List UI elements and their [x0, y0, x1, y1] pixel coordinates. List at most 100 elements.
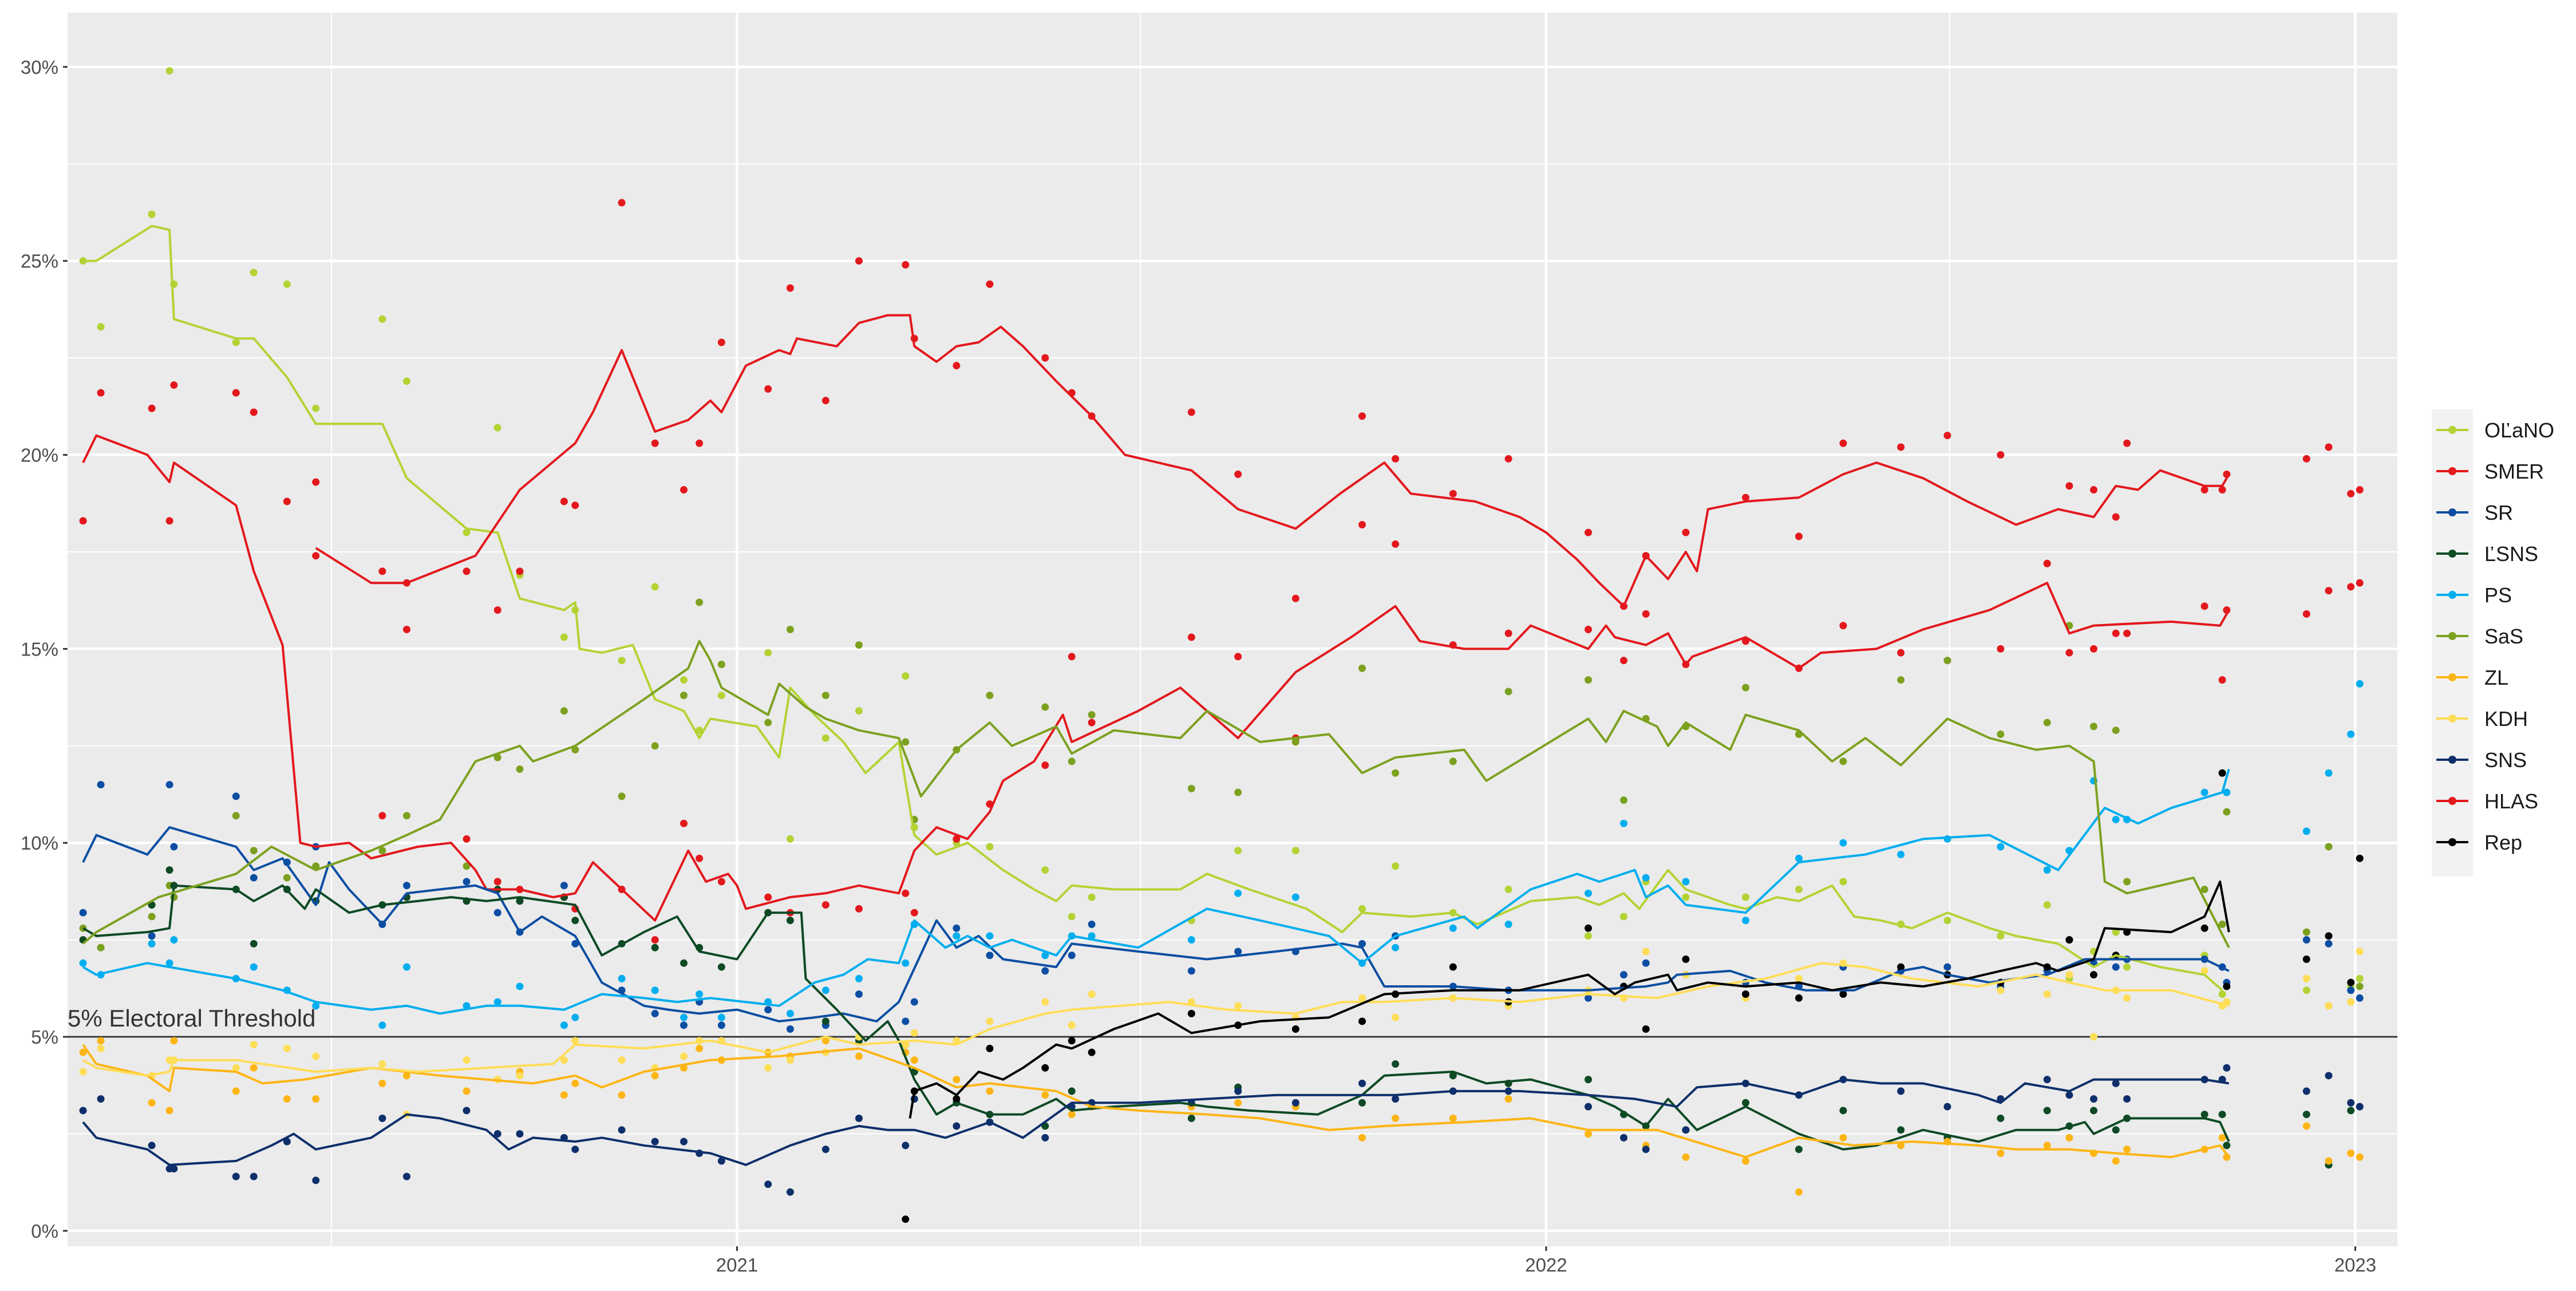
poll-point: [1041, 703, 1049, 711]
poll-point: [902, 889, 910, 897]
poll-point: [1392, 1114, 1400, 1122]
poll-point: [764, 649, 772, 657]
poll-point: [2223, 788, 2231, 796]
plot-background: [68, 13, 2397, 1246]
poll-point: [2325, 843, 2333, 851]
poll-point: [1234, 1087, 1242, 1095]
poll-point: [821, 1146, 829, 1154]
axes: 0% 5% 10% 15% 20% 25% 30% 2021 2022 2023: [21, 57, 2376, 1276]
poll-point: [1068, 1021, 1076, 1029]
poll-point: [2112, 928, 2120, 936]
poll-point: [2112, 727, 2120, 735]
poll-point: [1897, 1087, 1905, 1095]
poll-point: [786, 1009, 794, 1017]
poll-point: [493, 424, 501, 432]
poll-point: [2043, 866, 2051, 874]
poll-point: [2200, 924, 2208, 932]
poll-point: [1358, 1017, 1366, 1025]
poll-point: [2302, 1122, 2310, 1130]
poll-point: [1449, 757, 1457, 765]
poll-point: [902, 959, 910, 967]
poll-point: [680, 1013, 688, 1021]
poll-point: [618, 199, 626, 207]
poll-point: [953, 932, 961, 940]
poll-point: [1504, 886, 1512, 894]
poll-point: [1088, 711, 1096, 719]
poll-point: [250, 1064, 258, 1072]
poll-point: [986, 1087, 994, 1095]
poll-point: [1585, 1076, 1593, 1084]
poll-point: [1088, 1048, 1096, 1056]
legend-key-point: [2448, 756, 2456, 764]
poll-point: [2200, 602, 2208, 610]
poll-point: [855, 1114, 863, 1122]
legend-key-point: [2448, 550, 2456, 558]
poll-point: [97, 389, 105, 397]
poll-point: [786, 917, 794, 925]
legend-label: OĽaNO: [2484, 419, 2554, 442]
poll-point: [170, 1164, 178, 1172]
poll-point: [1619, 971, 1627, 979]
poll-point: [2218, 921, 2226, 929]
poll-point: [148, 1099, 156, 1107]
poll-point: [2356, 947, 2364, 956]
poll-point: [232, 1172, 240, 1181]
poll-point: [953, 835, 961, 843]
poll-point: [2043, 990, 2051, 998]
poll-point: [680, 959, 688, 967]
poll-point: [2302, 986, 2310, 994]
poll-point: [571, 746, 579, 754]
poll-point: [312, 1052, 320, 1060]
poll-point: [2347, 730, 2355, 738]
poll-point: [1795, 532, 1803, 540]
poll-point: [2218, 676, 2226, 684]
poll-point: [2218, 990, 2226, 998]
poll-point: [2347, 1149, 2355, 1157]
poll-point: [571, 1037, 579, 1045]
poll-point: [232, 1064, 240, 1072]
poll-point: [1291, 1025, 1299, 1033]
poll-point: [1741, 1157, 1749, 1165]
poll-point: [165, 1107, 173, 1115]
poll-point: [2347, 489, 2355, 498]
poll-point: [1234, 847, 1242, 855]
poll-point: [2089, 723, 2097, 731]
legend-background: [2432, 409, 2473, 877]
poll-point: [1897, 676, 1905, 684]
poll-point: [312, 552, 320, 560]
poll-point: [1392, 455, 1400, 463]
poll-point: [986, 1044, 994, 1052]
poll-point: [1741, 917, 1749, 925]
y-tick-label: 15%: [21, 638, 58, 660]
legend-key-point: [2448, 714, 2456, 723]
poll-point: [1449, 963, 1457, 971]
poll-point: [1041, 761, 1049, 769]
legend: OĽaNO SMER SR ĽSNS PS SaS ZL KDH SNS HLAS Rep: [2432, 409, 2554, 877]
poll-point: [910, 1029, 918, 1037]
poll-point: [97, 323, 105, 331]
x-tick-label: 2022: [1525, 1254, 1567, 1276]
poll-point: [1068, 1111, 1076, 1119]
poll-point: [1585, 676, 1593, 684]
poll-point: [651, 1138, 659, 1146]
poll-point: [2356, 974, 2364, 982]
poll-point: [493, 1130, 501, 1138]
poll-point: [1795, 854, 1803, 862]
poll-point: [148, 1142, 156, 1150]
trend-lines: [82, 224, 2230, 1166]
poll-point: [1585, 924, 1593, 932]
poll-point: [1682, 1126, 1690, 1134]
poll-point: [312, 1095, 320, 1103]
poll-point: [148, 939, 156, 947]
poll-point: [250, 874, 258, 882]
legend-key-point: [2448, 673, 2456, 681]
poll-point: [2043, 1076, 2051, 1084]
poll-point: [1943, 657, 1951, 665]
poll-point: [2043, 1142, 2051, 1150]
poll-point: [516, 567, 524, 575]
poll-point: [516, 1130, 524, 1138]
poll-point: [1392, 1060, 1400, 1068]
poll-point: [953, 362, 961, 370]
poll-point: [232, 1087, 240, 1095]
poll-point: [1088, 718, 1096, 727]
